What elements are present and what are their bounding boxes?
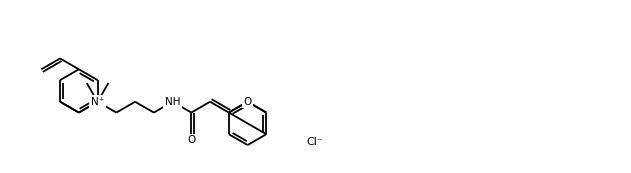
Text: Cl⁻: Cl⁻ bbox=[307, 137, 323, 147]
Text: O: O bbox=[187, 135, 196, 145]
Text: O: O bbox=[244, 97, 252, 107]
Text: N⁺: N⁺ bbox=[91, 97, 104, 107]
Text: NH: NH bbox=[165, 97, 180, 107]
